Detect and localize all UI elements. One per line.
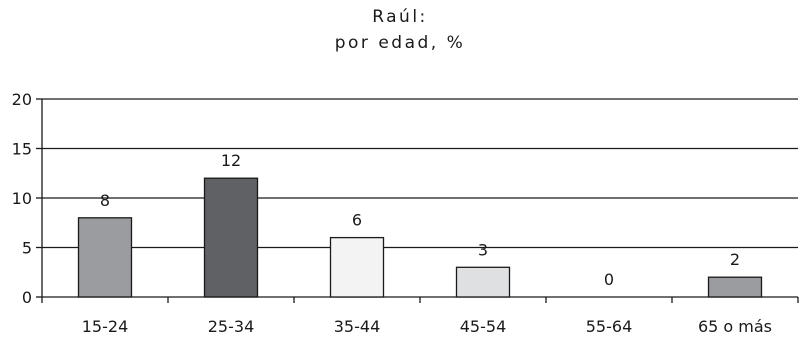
bar-15-24 — [77, 217, 133, 298]
x-tick-label: 25-34 — [208, 317, 255, 336]
y-tick-label: 5 — [22, 239, 32, 258]
x-tick-label: 55-64 — [586, 317, 633, 336]
data-label: 6 — [352, 211, 362, 230]
chart-title-block: Raúl: por edad, % — [0, 4, 800, 56]
bar-65 o más — [707, 276, 763, 298]
data-label: 2 — [730, 250, 740, 269]
y-tick-label: 10 — [12, 189, 32, 208]
x-tick-label: 35-44 — [334, 317, 381, 336]
chart-title: Raúl: — [372, 7, 428, 27]
bar-35-44 — [329, 236, 385, 298]
bar-45-54 — [455, 266, 511, 298]
bars — [77, 177, 763, 298]
chart-subtitle: por edad, % — [334, 33, 466, 53]
y-tick-label: 0 — [22, 288, 32, 307]
bar-25-34 — [203, 177, 259, 298]
y-tick-label: 15 — [12, 140, 32, 159]
data-label: 0 — [604, 270, 614, 289]
labels: 0 5 10 15 20 8 15-24 12 25-34 6 35-44 3 45-54 0 55-64 2… — [12, 90, 772, 336]
data-label: 12 — [221, 151, 241, 170]
gridlines — [42, 98, 798, 249]
x-tick-label: 15-24 — [82, 317, 129, 336]
axes — [36, 98, 799, 303]
y-tick-label: 20 — [12, 90, 32, 109]
x-tick-label: 45-54 — [460, 317, 507, 336]
data-label: 8 — [100, 191, 110, 210]
x-tick-label: 65 o más — [698, 317, 772, 336]
data-label: 3 — [478, 240, 488, 259]
